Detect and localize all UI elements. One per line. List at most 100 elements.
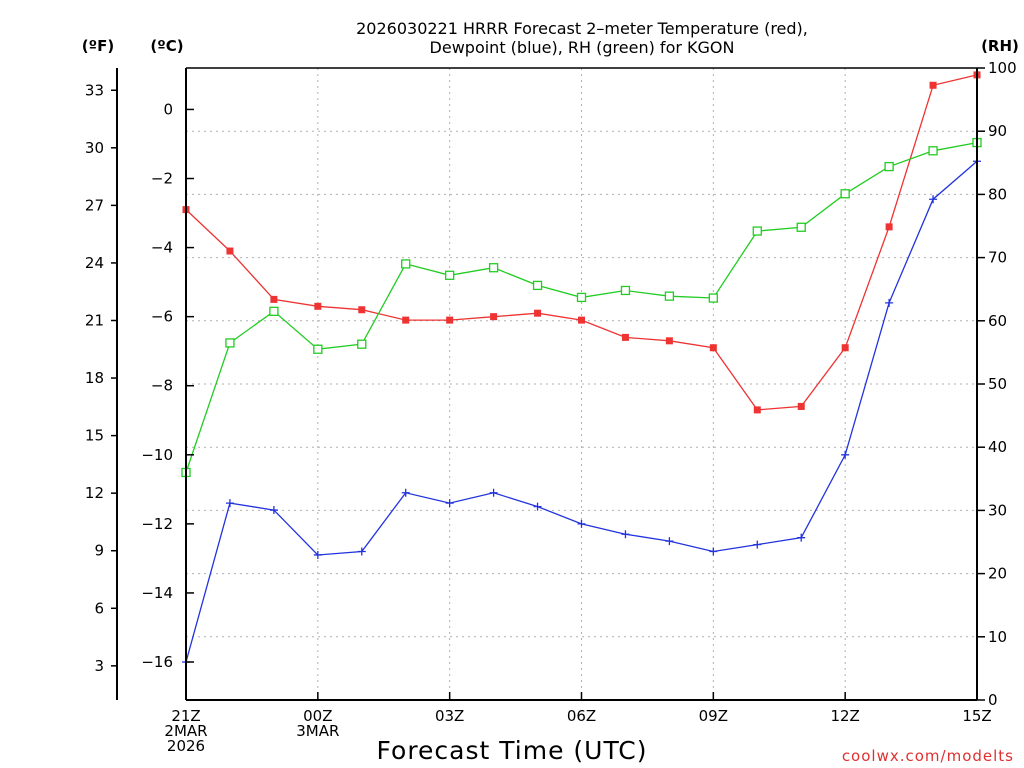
series-point-rh: [313, 344, 323, 354]
fahrenheit-tick-label: 33: [85, 81, 104, 99]
series-point-temperature: [490, 313, 498, 321]
fahrenheit-tick-label: 30: [85, 139, 104, 157]
series-point-dewpoint: [577, 519, 586, 528]
fahrenheit-tick-label: 27: [85, 196, 104, 214]
rh-tick-label: 90: [988, 122, 1007, 140]
celsius-tick-label: −4: [151, 239, 173, 257]
series-point-dewpoint: [753, 540, 762, 549]
series-point-temperature: [841, 344, 849, 352]
x-tick-label: 06Z: [567, 707, 596, 725]
series-point-dewpoint: [885, 298, 894, 307]
celsius-tick-label: −16: [141, 653, 173, 671]
fahrenheit-tick-label: 6: [94, 599, 104, 617]
series-point-temperature: [929, 81, 937, 89]
series-layer: [181, 71, 982, 667]
series-point-dewpoint: [225, 499, 234, 508]
rh-tick-label: 100: [988, 59, 1017, 77]
x-tick-label: 3MAR: [296, 722, 339, 740]
rh-unit-label: (RH): [981, 37, 1019, 55]
series-point-temperature: [270, 295, 278, 303]
credit-link[interactable]: coolwx.com/modelts: [842, 747, 1014, 765]
series-point-rh: [532, 280, 543, 291]
series-point-dewpoint: [445, 499, 454, 508]
chart-title-line-1: 2026030221 HRRR Forecast 2–meter Tempera…: [356, 19, 808, 38]
series-point-rh: [357, 339, 367, 349]
x-tick-label: 15Z: [962, 707, 991, 725]
series-point-dewpoint: [313, 550, 322, 559]
fahrenheit-tick-label: 12: [85, 484, 104, 502]
fahrenheit-tick-label: 3: [94, 657, 104, 675]
celsius-tick-label: −8: [151, 377, 173, 395]
series-point-dewpoint: [489, 488, 498, 497]
series-point-rh: [620, 285, 631, 296]
series-point-rh: [269, 306, 279, 316]
celsius-tick-label: −6: [151, 308, 173, 326]
rh-tick-label: 40: [988, 438, 1007, 456]
series-point-rh: [796, 222, 806, 232]
series-point-temperature: [314, 302, 322, 310]
series-point-temperature: [885, 223, 893, 231]
axes-layer: 0 −2 −4 −6 −8 −10 −12 −14 −16 3 6 9 12 15 18 21 24 27 30 33…: [85, 59, 1017, 755]
rh-tick-label: 20: [988, 565, 1007, 583]
series-point-dewpoint: [665, 537, 674, 546]
rh-tick-label: 80: [988, 185, 1007, 203]
series-point-rh: [225, 338, 235, 348]
celsius-tick-label: 0: [163, 100, 173, 118]
series-point-temperature: [534, 309, 542, 317]
series-point-rh: [664, 291, 675, 301]
celsius-tick-label: −14: [141, 584, 173, 602]
rh-tick-label: 0: [988, 691, 998, 709]
fahrenheit-tick-label: 9: [94, 542, 104, 560]
series-point-dewpoint: [357, 547, 366, 556]
series-point-rh: [840, 189, 850, 199]
celsius-unit-label: (ºC): [150, 37, 183, 55]
celsius-tick-label: −12: [141, 515, 173, 533]
series-point-dewpoint: [929, 195, 938, 204]
x-tick-label: 21Z: [171, 707, 200, 725]
series-point-dewpoint: [621, 530, 630, 539]
series-point-temperature: [226, 247, 234, 255]
fahrenheit-tick-label: 21: [85, 311, 104, 329]
series-point-rh: [708, 293, 718, 303]
series-point-rh: [884, 161, 894, 172]
series-point-dewpoint: [269, 506, 278, 515]
fahrenheit-unit-label: (ºF): [82, 37, 114, 55]
series-point-rh: [576, 292, 587, 303]
series-point-dewpoint: [533, 502, 542, 511]
series-point-rh: [488, 263, 499, 273]
rh-tick-label: 70: [988, 249, 1007, 267]
series-point-rh: [928, 146, 938, 156]
x-tick-label: 12Z: [830, 707, 859, 725]
celsius-tick-label: −2: [151, 170, 173, 188]
series-point-dewpoint: [841, 450, 850, 459]
series-point-rh: [401, 259, 411, 269]
series-point-temperature: [621, 333, 629, 341]
series-point-dewpoint: [401, 488, 410, 497]
series-point-temperature: [578, 316, 585, 324]
series-point-temperature: [709, 344, 717, 352]
series-point-temperature: [665, 337, 673, 345]
series-point-temperature: [446, 316, 454, 324]
x-tick-label: 09Z: [699, 707, 728, 725]
x-axis-title: Forecast Time (UTC): [377, 736, 648, 765]
series-point-temperature: [402, 316, 410, 324]
chart-title-line-2: Dewpoint (blue), RH (green) for KGON: [430, 38, 735, 57]
rh-tick-label: 60: [988, 312, 1007, 330]
celsius-tick-label: −10: [141, 446, 173, 464]
rh-tick-label: 50: [988, 375, 1007, 393]
series-point-temperature: [358, 306, 366, 314]
fahrenheit-tick-label: 18: [85, 369, 104, 387]
fahrenheit-tick-label: 24: [85, 254, 104, 272]
x-tick-label: 03Z: [435, 707, 464, 725]
series-point-rh: [445, 270, 455, 280]
grid-layer: [186, 68, 977, 700]
rh-tick-label: 10: [988, 628, 1007, 646]
series-point-temperature: [753, 406, 761, 414]
x-tick-label: 2026: [167, 737, 205, 755]
x-tick-label: 2MAR: [164, 722, 207, 740]
fahrenheit-tick-label: 15: [85, 427, 104, 445]
rh-tick-label: 30: [988, 501, 1007, 519]
series-point-rh: [752, 226, 762, 236]
series-point-dewpoint: [797, 533, 806, 542]
